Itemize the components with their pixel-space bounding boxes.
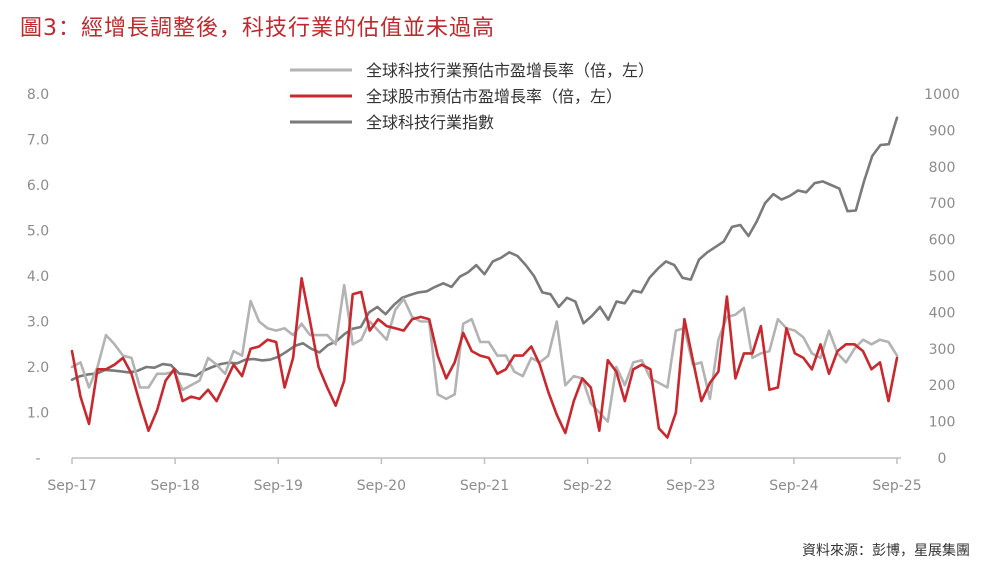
right-axis-label: 600 bbox=[929, 233, 956, 249]
right-axis-label: 400 bbox=[929, 305, 956, 321]
series-layer bbox=[70, 116, 899, 439]
x-tick-label: Sep-19 bbox=[254, 478, 303, 494]
left-axis-label: 8.0 bbox=[27, 87, 49, 103]
left-axis-label: 4.0 bbox=[27, 269, 49, 285]
series-line-2 bbox=[70, 276, 899, 439]
x-tick-label: Sep-17 bbox=[47, 478, 96, 494]
right-axis-label: 1000 bbox=[924, 87, 960, 103]
x-tick-label: Sep-23 bbox=[666, 478, 715, 494]
right-axis-label: 200 bbox=[929, 378, 956, 394]
right-axis-label: 900 bbox=[929, 123, 956, 139]
legend-label-3: 全球科技行業指數 bbox=[366, 113, 494, 132]
left-axis-label: 2.0 bbox=[27, 360, 49, 376]
axes: Sep-17 Sep-18 Sep-19 Sep-20 Sep-21 Sep-22 Sep-… bbox=[27, 87, 960, 494]
x-tick-label: Sep-20 bbox=[357, 478, 406, 494]
right-axis-label: 700 bbox=[929, 196, 956, 212]
right-axis-label: 0 bbox=[938, 451, 947, 467]
left-axis-label: 1.0 bbox=[27, 406, 49, 422]
left-axis-label: - bbox=[35, 451, 40, 467]
source-note: 資料來源：彭博，星展集團 bbox=[802, 543, 970, 559]
x-tick-label: Sep-25 bbox=[872, 478, 921, 494]
right-axis-label: 800 bbox=[929, 160, 956, 176]
left-axis-label: 3.0 bbox=[27, 315, 49, 331]
right-axis-label: 100 bbox=[929, 415, 956, 431]
series-line-3 bbox=[70, 116, 899, 382]
left-axis-label: 7.0 bbox=[27, 133, 49, 149]
x-tick-label: Sep-18 bbox=[150, 478, 199, 494]
right-axis-label: 300 bbox=[929, 342, 956, 358]
legend: 全球科技行業預估市盈增長率（倍，左） 全球股市預估市盈增長率（倍，左） 全球科技行業… bbox=[290, 61, 654, 132]
left-axis-label: 6.0 bbox=[27, 178, 49, 194]
legend-label-1: 全球科技行業預估市盈增長率（倍，左） bbox=[366, 61, 654, 80]
legend-label-2: 全球股市預估市盈增長率（倍，左） bbox=[366, 87, 622, 106]
x-tick-label: Sep-24 bbox=[769, 478, 818, 494]
x-tick-label: Sep-22 bbox=[563, 478, 612, 494]
series-line-1 bbox=[70, 283, 899, 423]
right-axis-label: 500 bbox=[929, 269, 956, 285]
chart-title: 圖3：經增長調整後，科技行業的估值並未過高 bbox=[20, 16, 495, 41]
x-tick-label: Sep-21 bbox=[460, 478, 509, 494]
left-axis-label: 5.0 bbox=[27, 224, 49, 240]
